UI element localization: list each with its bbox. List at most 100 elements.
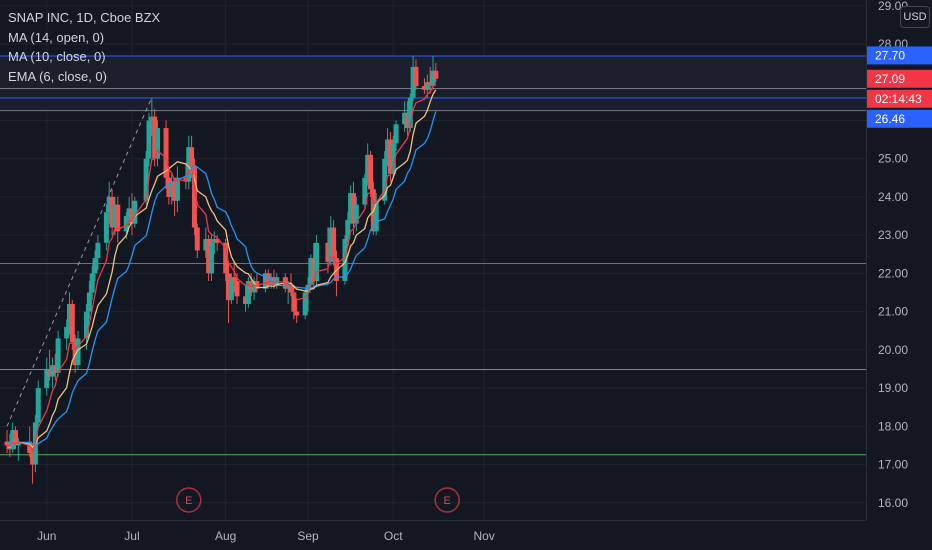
x-tick-label: Aug xyxy=(215,529,236,543)
chart-legend: SNAP INC, 1D, Cboe BZX MA (14, open, 0) … xyxy=(8,8,160,86)
price-label-text: 26.46 xyxy=(875,112,905,126)
candle xyxy=(265,273,271,285)
candle xyxy=(314,242,320,282)
candle xyxy=(84,311,90,339)
candle xyxy=(234,281,240,297)
candle xyxy=(123,216,129,232)
y-tick-label: 19.00 xyxy=(878,381,908,395)
candle xyxy=(421,86,427,90)
earnings-marker-label: E xyxy=(185,495,192,507)
y-tick-label: 20.00 xyxy=(878,343,908,357)
currency-button[interactable]: USD xyxy=(900,6,930,28)
candle xyxy=(112,204,118,228)
candle xyxy=(373,200,379,232)
earnings-marker xyxy=(434,487,460,513)
candle xyxy=(189,147,195,167)
candle xyxy=(328,227,334,262)
y-tick-label: 23.00 xyxy=(878,228,908,242)
price-label-box xyxy=(867,109,932,128)
candle xyxy=(208,242,214,274)
candle xyxy=(353,204,359,224)
legend-ema6: EMA (6, close, 0) xyxy=(8,68,107,84)
candle xyxy=(291,292,297,312)
candle xyxy=(89,273,95,293)
candle xyxy=(413,66,419,87)
candle xyxy=(302,292,308,316)
candle xyxy=(52,365,58,373)
candle xyxy=(231,277,237,282)
candle xyxy=(228,277,234,301)
candle xyxy=(402,112,408,125)
y-tick-label: 21.00 xyxy=(878,305,908,319)
x-tick-label: Oct xyxy=(384,529,403,543)
candle xyxy=(365,154,371,178)
candle xyxy=(49,365,55,377)
candle xyxy=(75,338,81,366)
candle xyxy=(368,154,374,190)
horizontal-lines xyxy=(0,55,866,456)
candle xyxy=(404,112,410,129)
ema6-line xyxy=(6,83,437,453)
candle xyxy=(194,227,200,251)
candle xyxy=(288,284,294,293)
time-axis-bg xyxy=(0,520,932,550)
candle xyxy=(143,158,149,201)
candle xyxy=(427,82,433,87)
candle xyxy=(387,139,393,174)
candle xyxy=(311,258,317,282)
y-tick-label: 22.00 xyxy=(878,266,908,280)
candle xyxy=(115,204,121,232)
y-tick-label: 25.00 xyxy=(878,152,908,166)
candle xyxy=(47,368,53,377)
candle xyxy=(206,238,212,274)
candle xyxy=(350,193,356,224)
candle xyxy=(4,441,10,446)
candle xyxy=(166,177,172,197)
candle xyxy=(294,311,300,316)
candle xyxy=(390,143,396,174)
candle xyxy=(35,388,41,423)
candle xyxy=(146,120,152,159)
price-labels: 27.70 27.09 02:14:43 26.46 xyxy=(867,46,932,128)
candles xyxy=(4,55,439,484)
candle xyxy=(245,281,251,304)
ma10-line xyxy=(6,89,437,449)
candle xyxy=(203,238,209,251)
candle xyxy=(424,82,430,90)
candle xyxy=(27,441,33,454)
candle xyxy=(382,158,388,201)
candle xyxy=(214,238,220,243)
candle xyxy=(92,258,98,274)
candle xyxy=(243,296,249,304)
candle xyxy=(262,273,268,289)
price-label-box xyxy=(867,69,932,88)
candle xyxy=(254,281,260,289)
candle xyxy=(66,303,72,327)
y-tick-label: 16.00 xyxy=(878,496,908,510)
candle xyxy=(44,368,50,389)
candle xyxy=(172,181,178,201)
candle xyxy=(30,453,36,465)
price-label-text: 27.09 xyxy=(875,72,905,86)
candle xyxy=(345,219,351,239)
x-tick-label: Jun xyxy=(37,529,56,543)
trend-line xyxy=(6,97,153,427)
candle xyxy=(155,128,161,159)
earnings-marker-label: E xyxy=(444,495,451,507)
candle xyxy=(348,193,354,220)
candle xyxy=(342,238,348,282)
price-label-box xyxy=(867,89,932,108)
candle xyxy=(169,181,175,197)
candle xyxy=(86,292,92,312)
y-tick-label: 24.00 xyxy=(878,190,908,204)
candle xyxy=(433,70,439,79)
candle xyxy=(126,208,132,217)
legend-title: SNAP INC, 1D, Cboe BZX xyxy=(8,10,161,25)
legend-ma14: MA (14, open, 0) xyxy=(8,29,105,45)
candle xyxy=(129,208,135,224)
candle xyxy=(10,430,16,450)
ma14-line xyxy=(6,111,437,448)
candle xyxy=(271,277,277,285)
